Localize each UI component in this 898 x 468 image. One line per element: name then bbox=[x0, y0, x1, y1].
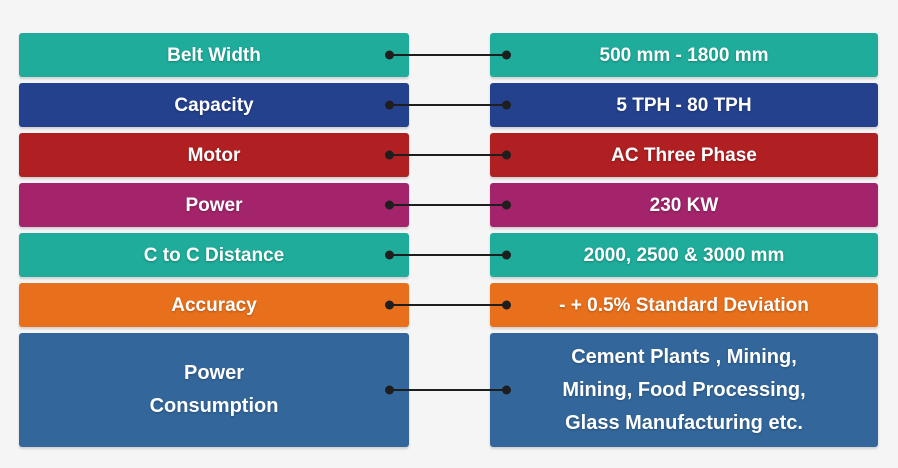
spec-value-bar-power: 230 KW bbox=[490, 183, 878, 227]
spec-label-text: Motor bbox=[187, 144, 241, 166]
spec-value-text: - + 0.5% Standard Deviation bbox=[559, 294, 809, 316]
spec-value-text: 230 KW bbox=[649, 194, 719, 216]
connector-line-power bbox=[389, 204, 507, 206]
spec-row-c-to-c-distance: C to C Distance 2000, 2500 & 3000 mm bbox=[19, 233, 878, 277]
spec-rows: Belt Width 500 mm - 1800 mm Capacity 5 TPH … bbox=[19, 33, 878, 447]
spec-value-bar-motor: AC Three Phase bbox=[490, 133, 878, 177]
spec-row-motor: Motor AC Three Phase bbox=[19, 133, 878, 177]
spec-label-bar-belt-width: Belt Width bbox=[19, 33, 409, 77]
spec-label-text: Belt Width bbox=[167, 44, 261, 66]
connector-line-capacity bbox=[389, 104, 507, 106]
spec-value-bar-belt-width: 500 mm - 1800 mm bbox=[490, 33, 878, 77]
spec-value-bar-power-consumption: Cement Plants , Mining, Mining, Food Proc… bbox=[490, 333, 878, 447]
connector-line-accuracy bbox=[389, 304, 507, 306]
connector-line-belt-width bbox=[389, 54, 507, 56]
spec-row-belt-width: Belt Width 500 mm - 1800 mm bbox=[19, 33, 878, 77]
connector-line-motor bbox=[389, 154, 507, 156]
spec-value-text: 500 mm - 1800 mm bbox=[599, 44, 769, 66]
spec-row-capacity: Capacity 5 TPH - 80 TPH bbox=[19, 83, 878, 127]
spec-label-bar-motor: Motor bbox=[19, 133, 409, 177]
spec-label-bar-capacity: Capacity bbox=[19, 83, 409, 127]
connector-line-power-consumption bbox=[389, 389, 507, 391]
spec-value-text: 5 TPH - 80 TPH bbox=[616, 94, 752, 116]
spec-label-bar-power: Power bbox=[19, 183, 409, 227]
spec-value-text: AC Three Phase bbox=[611, 144, 757, 166]
spec-label-text: Power bbox=[183, 362, 245, 384]
spec-row-power: Power 230 KW bbox=[19, 183, 878, 227]
spec-label-bar-power-consumption: Power Consumption bbox=[19, 333, 409, 447]
spec-row-power-consumption: Power Consumption Cement Plants , Mining, M… bbox=[19, 333, 878, 447]
spec-label-text: Consumption bbox=[149, 395, 279, 417]
spec-value-text: Mining, Food Processing, bbox=[562, 378, 806, 401]
spec-label-text: C to C Distance bbox=[143, 244, 285, 266]
spec-value-text: Cement Plants , Mining, bbox=[571, 345, 797, 368]
spec-value-text: 2000, 2500 & 3000 mm bbox=[583, 244, 785, 266]
spec-value-bar-capacity: 5 TPH - 80 TPH bbox=[490, 83, 878, 127]
spec-value-text: Glass Manufacturing etc. bbox=[565, 411, 803, 434]
spec-label-text: Accuracy bbox=[171, 294, 257, 316]
spec-value-bar-c-to-c-distance: 2000, 2500 & 3000 mm bbox=[490, 233, 878, 277]
spec-label-text: Capacity bbox=[174, 94, 254, 116]
spec-row-accuracy: Accuracy - + 0.5% Standard Deviation bbox=[19, 283, 878, 327]
connector-line-c-to-c-distance bbox=[389, 254, 507, 256]
spec-label-bar-accuracy: Accuracy bbox=[19, 283, 409, 327]
spec-label-text: Power bbox=[185, 194, 243, 216]
spec-label-bar-c-to-c-distance: C to C Distance bbox=[19, 233, 409, 277]
spec-value-bar-accuracy: - + 0.5% Standard Deviation bbox=[490, 283, 878, 327]
